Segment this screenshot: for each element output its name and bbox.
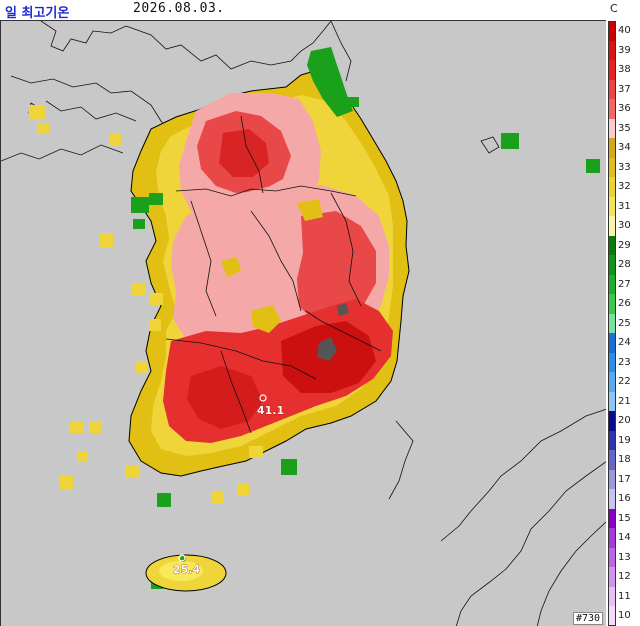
scale-swatch (608, 157, 616, 177)
scale-swatch (608, 21, 616, 41)
scale-label: 38 (618, 64, 631, 75)
obs-marker-max: 41.1 (257, 394, 284, 417)
scale-label: 28 (618, 259, 631, 270)
scale-swatch (608, 118, 616, 138)
scale-swatch (608, 235, 616, 255)
extreme-heat-spot-1 (317, 337, 337, 361)
scale-label: 34 (618, 142, 631, 153)
scale-swatch (608, 508, 616, 528)
scale-label: 12 (618, 571, 631, 582)
temperature-map: 41.1 25.4 (0, 20, 606, 626)
scale-label: 15 (618, 512, 631, 524)
scale-swatch (608, 567, 616, 587)
scale-swatch (608, 40, 616, 60)
green-zone-northeast (307, 47, 353, 117)
scale-swatch (608, 138, 616, 158)
gold-patch-3 (297, 199, 323, 221)
scale-swatch (608, 216, 616, 236)
scale-label: 14 (618, 532, 631, 543)
map-title: 일 최고기온 (5, 6, 70, 21)
scale-swatch (608, 313, 616, 333)
unit-label: C (610, 2, 618, 15)
obs-marker-jeju: 25.4 (173, 554, 201, 576)
station-id-badge: #730 (573, 612, 604, 625)
scale-swatch (608, 79, 616, 99)
scale-label: 39 (618, 44, 631, 56)
scale-swatch (608, 489, 616, 509)
green-cell-west-2 (149, 193, 163, 205)
scale-label: 37 (618, 83, 631, 95)
jeju-inner (159, 561, 203, 581)
scale-swatch (608, 547, 616, 567)
green-cell-west-3 (133, 219, 145, 229)
color-scale-legend: 40 39 38 37 36 35 34 33 32 31 30 29 28 27 26 25 24 23 22 21… (606, 20, 640, 626)
green-cell-west-1 (131, 197, 149, 213)
scale-swatch (608, 333, 616, 353)
scale-label: 20 (618, 415, 631, 426)
scale-swatch (608, 450, 616, 470)
scale-swatch (608, 430, 616, 450)
scale-label: 22 (618, 376, 631, 387)
scale-swatch (608, 606, 616, 626)
scale-swatch (608, 469, 616, 489)
scale-label: 33 (618, 161, 631, 173)
obs-label-jeju: 25.4 (173, 563, 200, 576)
gold-patch-1 (251, 305, 281, 333)
scale-label: 32 (618, 181, 631, 192)
scale-label: 18 (618, 454, 631, 465)
scale-label: 27 (618, 278, 631, 290)
scale-swatch (608, 196, 616, 216)
scale-label: 29 (618, 239, 631, 251)
scale-swatch (608, 586, 616, 606)
scale-label: 23 (618, 356, 631, 368)
scale-label: 40 (618, 25, 631, 36)
scale-swatch (608, 372, 616, 392)
scale-swatch (608, 352, 616, 372)
header-bar: 일 최고기온 2026.08.03. C (0, 0, 640, 21)
gold-patch-2 (221, 257, 241, 277)
scale-label: 31 (618, 200, 631, 212)
scale-swatch (608, 99, 616, 119)
scale-label: 36 (618, 103, 631, 114)
scale-swatch (608, 177, 616, 197)
scale-label: 10 (618, 610, 631, 621)
scale-label: 19 (618, 434, 631, 446)
scale-frame (608, 21, 616, 626)
scale-label: 26 (618, 298, 631, 309)
scale-label: 17 (618, 473, 631, 485)
scale-label: 25 (618, 317, 631, 329)
map-date: 2026.08.03. (133, 1, 225, 16)
scale-swatch (608, 294, 616, 314)
scale-swatch (608, 274, 616, 294)
scale-label: 24 (618, 337, 631, 348)
scale-swatch (608, 528, 616, 548)
admin-boundaries (165, 115, 382, 434)
map-canvas: 41.1 25.4 (1, 21, 606, 626)
extreme-heat-spot-2 (337, 303, 349, 316)
scale-label: 35 (618, 122, 631, 134)
scale-label: 16 (618, 493, 631, 504)
green-cell-ne (345, 97, 359, 107)
scale-label: 13 (618, 551, 631, 563)
red-core-north (219, 129, 269, 177)
scale-swatch (608, 60, 616, 80)
scale-label: 21 (618, 395, 631, 407)
red-zone-east (297, 211, 376, 323)
scale-label: 30 (618, 220, 631, 231)
scale-swatch (608, 411, 616, 431)
scale-swatch (608, 391, 616, 411)
obs-label-max: 41.1 (257, 404, 284, 417)
island-tiles (29, 105, 263, 503)
scale-label: 11 (618, 590, 631, 602)
scale-swatch (608, 255, 616, 275)
